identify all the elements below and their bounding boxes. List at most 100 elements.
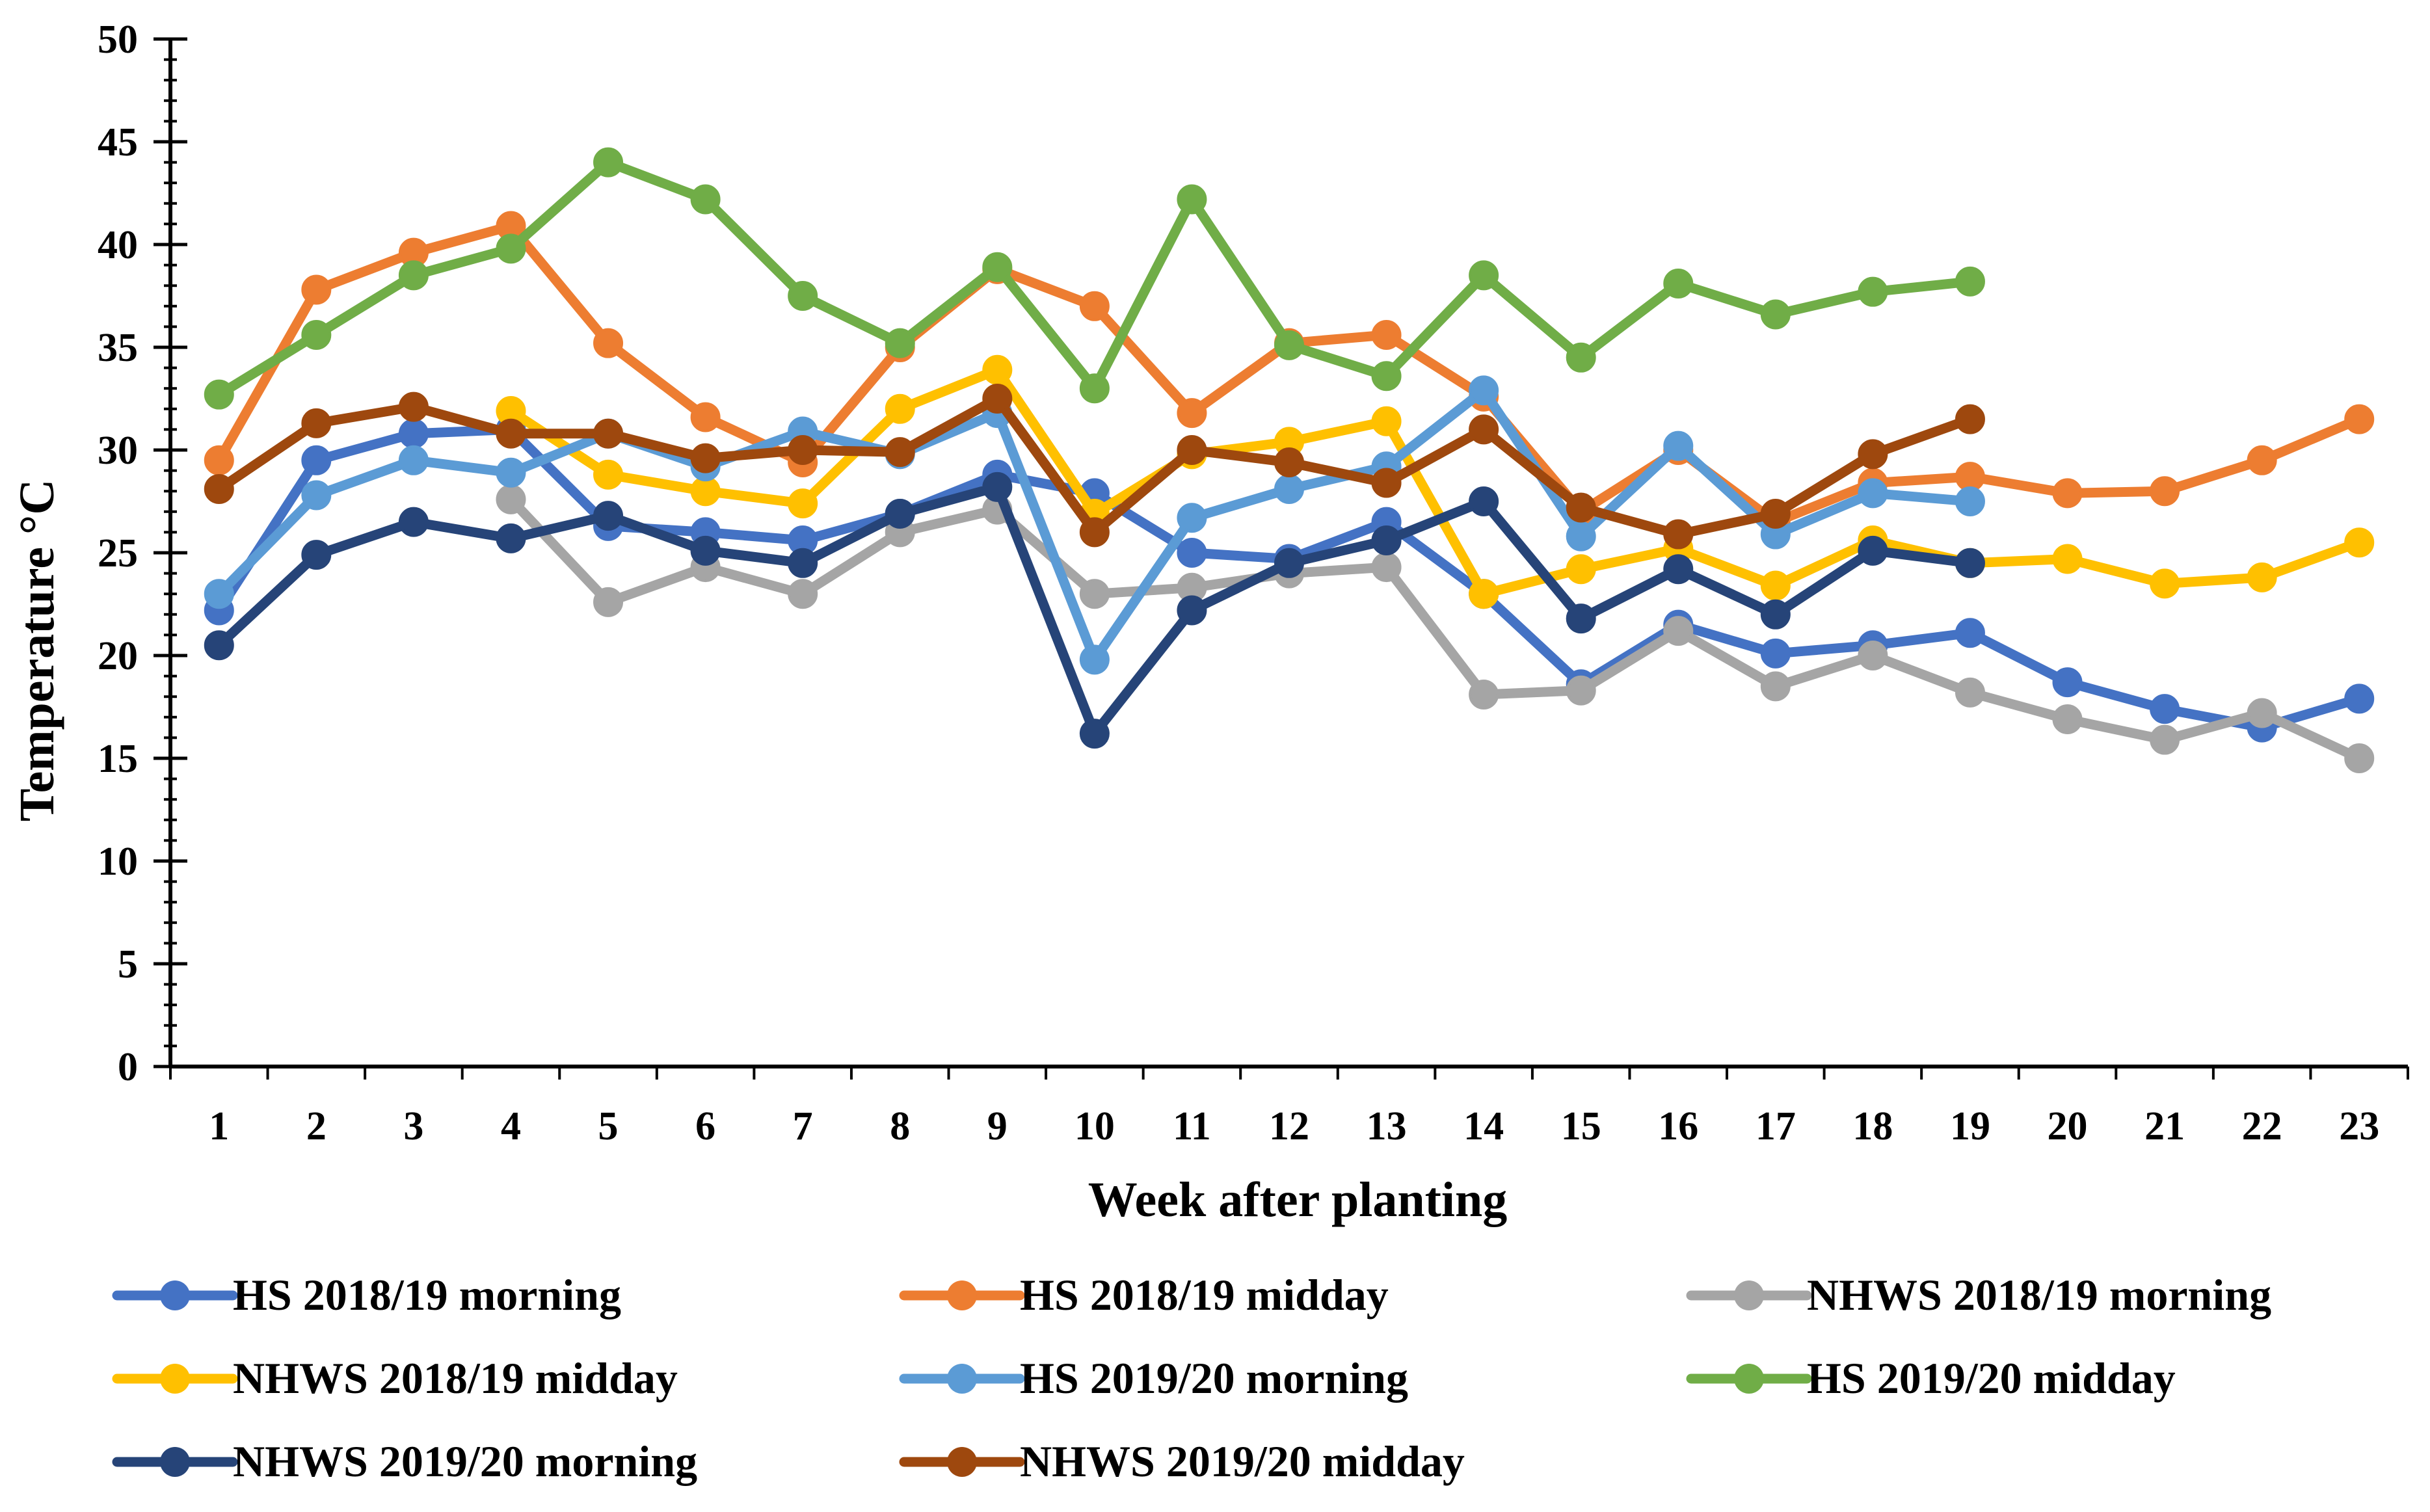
- data-point: [1079, 517, 1110, 548]
- x-tick-label: 14: [1463, 1104, 1504, 1148]
- data-point: [1177, 398, 1207, 429]
- data-point: [885, 328, 915, 358]
- series-nhws-2019-20-morning: [204, 471, 1985, 749]
- x-tick-label: 8: [890, 1104, 910, 1148]
- data-point: [1566, 675, 1596, 706]
- data-point: [1663, 269, 1694, 299]
- data-point: [496, 457, 526, 488]
- data-point: [1079, 719, 1110, 749]
- data-point: [1177, 503, 1207, 533]
- data-point: [690, 443, 721, 473]
- data-point: [788, 281, 818, 311]
- data-point: [1760, 498, 1791, 529]
- data-point: [2150, 476, 2180, 507]
- y-tick-label: 25: [98, 531, 138, 576]
- data-point: [496, 418, 526, 449]
- data-point: [982, 252, 1013, 282]
- data-point: [788, 488, 818, 519]
- legend-label: HS 2018/19 morning: [233, 1270, 621, 1320]
- x-tick-label: 20: [2048, 1104, 2088, 1148]
- x-tick-label: 11: [1173, 1104, 1211, 1148]
- y-tick-label: 35: [98, 326, 138, 370]
- series-line: [214, 157, 1975, 400]
- y-tick-label: 15: [98, 737, 138, 781]
- data-point: [593, 418, 624, 449]
- data-point: [1371, 361, 1402, 391]
- data-point: [2150, 568, 2180, 599]
- legend-label: HS 2019/20 midday: [1807, 1353, 2176, 1403]
- data-point: [1079, 291, 1110, 321]
- legend: HS 2018/19 morning HS 2018/19 midday NHWS …: [112, 1270, 2271, 1486]
- x-tick-label: 5: [598, 1104, 619, 1148]
- data-point: [398, 260, 429, 291]
- legend-label: HS 2018/19 midday: [1020, 1270, 1389, 1320]
- legend-swatch-marker: [160, 1280, 190, 1310]
- data-point: [2344, 683, 2375, 714]
- x-tick-label: 12: [1269, 1104, 1309, 1148]
- data-point: [1858, 276, 1888, 307]
- legend-swatch-marker: [947, 1364, 977, 1394]
- data-point: [1760, 671, 1791, 702]
- legend-swatch-marker: [947, 1447, 977, 1477]
- data-point: [204, 445, 234, 475]
- data-point: [496, 484, 526, 514]
- data-point: [1274, 330, 1304, 360]
- x-tick-label: 23: [2339, 1104, 2379, 1148]
- data-point: [1955, 266, 1985, 297]
- data-point: [398, 507, 429, 537]
- data-point: [1469, 680, 1499, 710]
- legend-swatch-marker: [1734, 1280, 1764, 1310]
- data-point: [398, 418, 429, 449]
- x-tick-label: 1: [209, 1104, 229, 1148]
- data-point: [1177, 595, 1207, 626]
- legend-swatch-marker: [160, 1447, 190, 1477]
- x-tick-label: 3: [403, 1104, 423, 1148]
- data-point: [1955, 677, 1985, 708]
- data-point: [885, 393, 915, 424]
- data-point: [1566, 554, 1596, 585]
- x-tick-label: 2: [306, 1104, 327, 1148]
- data-point: [1760, 570, 1791, 601]
- data-point: [204, 579, 234, 609]
- data-point: [301, 408, 332, 438]
- data-point: [1274, 474, 1304, 505]
- data-point: [593, 587, 624, 617]
- legend-label: HS 2019/20 morning: [1020, 1353, 1408, 1403]
- legend-item: NHWS 2018/19 morning: [1686, 1270, 2271, 1320]
- series-nhws-2019-20-midday: [204, 384, 1985, 550]
- data-point: [301, 480, 332, 511]
- data-point: [301, 274, 332, 305]
- series-line: [506, 494, 2364, 763]
- legend-label: NHWS 2018/19 morning: [1807, 1270, 2271, 1320]
- legend-item: HS 2018/19 morning: [112, 1270, 621, 1320]
- data-point: [1469, 260, 1499, 291]
- data-point: [1760, 299, 1791, 330]
- data-point: [690, 402, 721, 432]
- legend-swatch-marker: [160, 1364, 190, 1394]
- x-tick-label: 6: [695, 1104, 715, 1148]
- data-point: [1469, 375, 1499, 406]
- y-axis-title: Temperature °C: [10, 479, 64, 821]
- data-point: [301, 320, 332, 351]
- x-tick-label: 4: [501, 1104, 521, 1148]
- data-point: [885, 437, 915, 468]
- data-point: [1760, 638, 1791, 669]
- data-point: [1955, 462, 1985, 492]
- data-point: [1955, 486, 1985, 516]
- legend-item: NHWS 2019/20 morning: [112, 1437, 697, 1486]
- data-point: [1566, 342, 1596, 373]
- data-point: [2247, 562, 2277, 592]
- data-point: [690, 184, 721, 215]
- legend-item: HS 2019/20 morning: [899, 1353, 1408, 1403]
- data-point: [1079, 579, 1110, 609]
- data-point: [2247, 445, 2277, 475]
- x-tick-label: 13: [1367, 1104, 1407, 1148]
- data-point: [593, 147, 624, 178]
- legend-swatch-marker: [947, 1280, 977, 1310]
- data-point: [1177, 184, 1207, 215]
- data-point: [398, 391, 429, 422]
- data-point: [2052, 544, 2083, 574]
- x-tick-label: 21: [2144, 1104, 2185, 1148]
